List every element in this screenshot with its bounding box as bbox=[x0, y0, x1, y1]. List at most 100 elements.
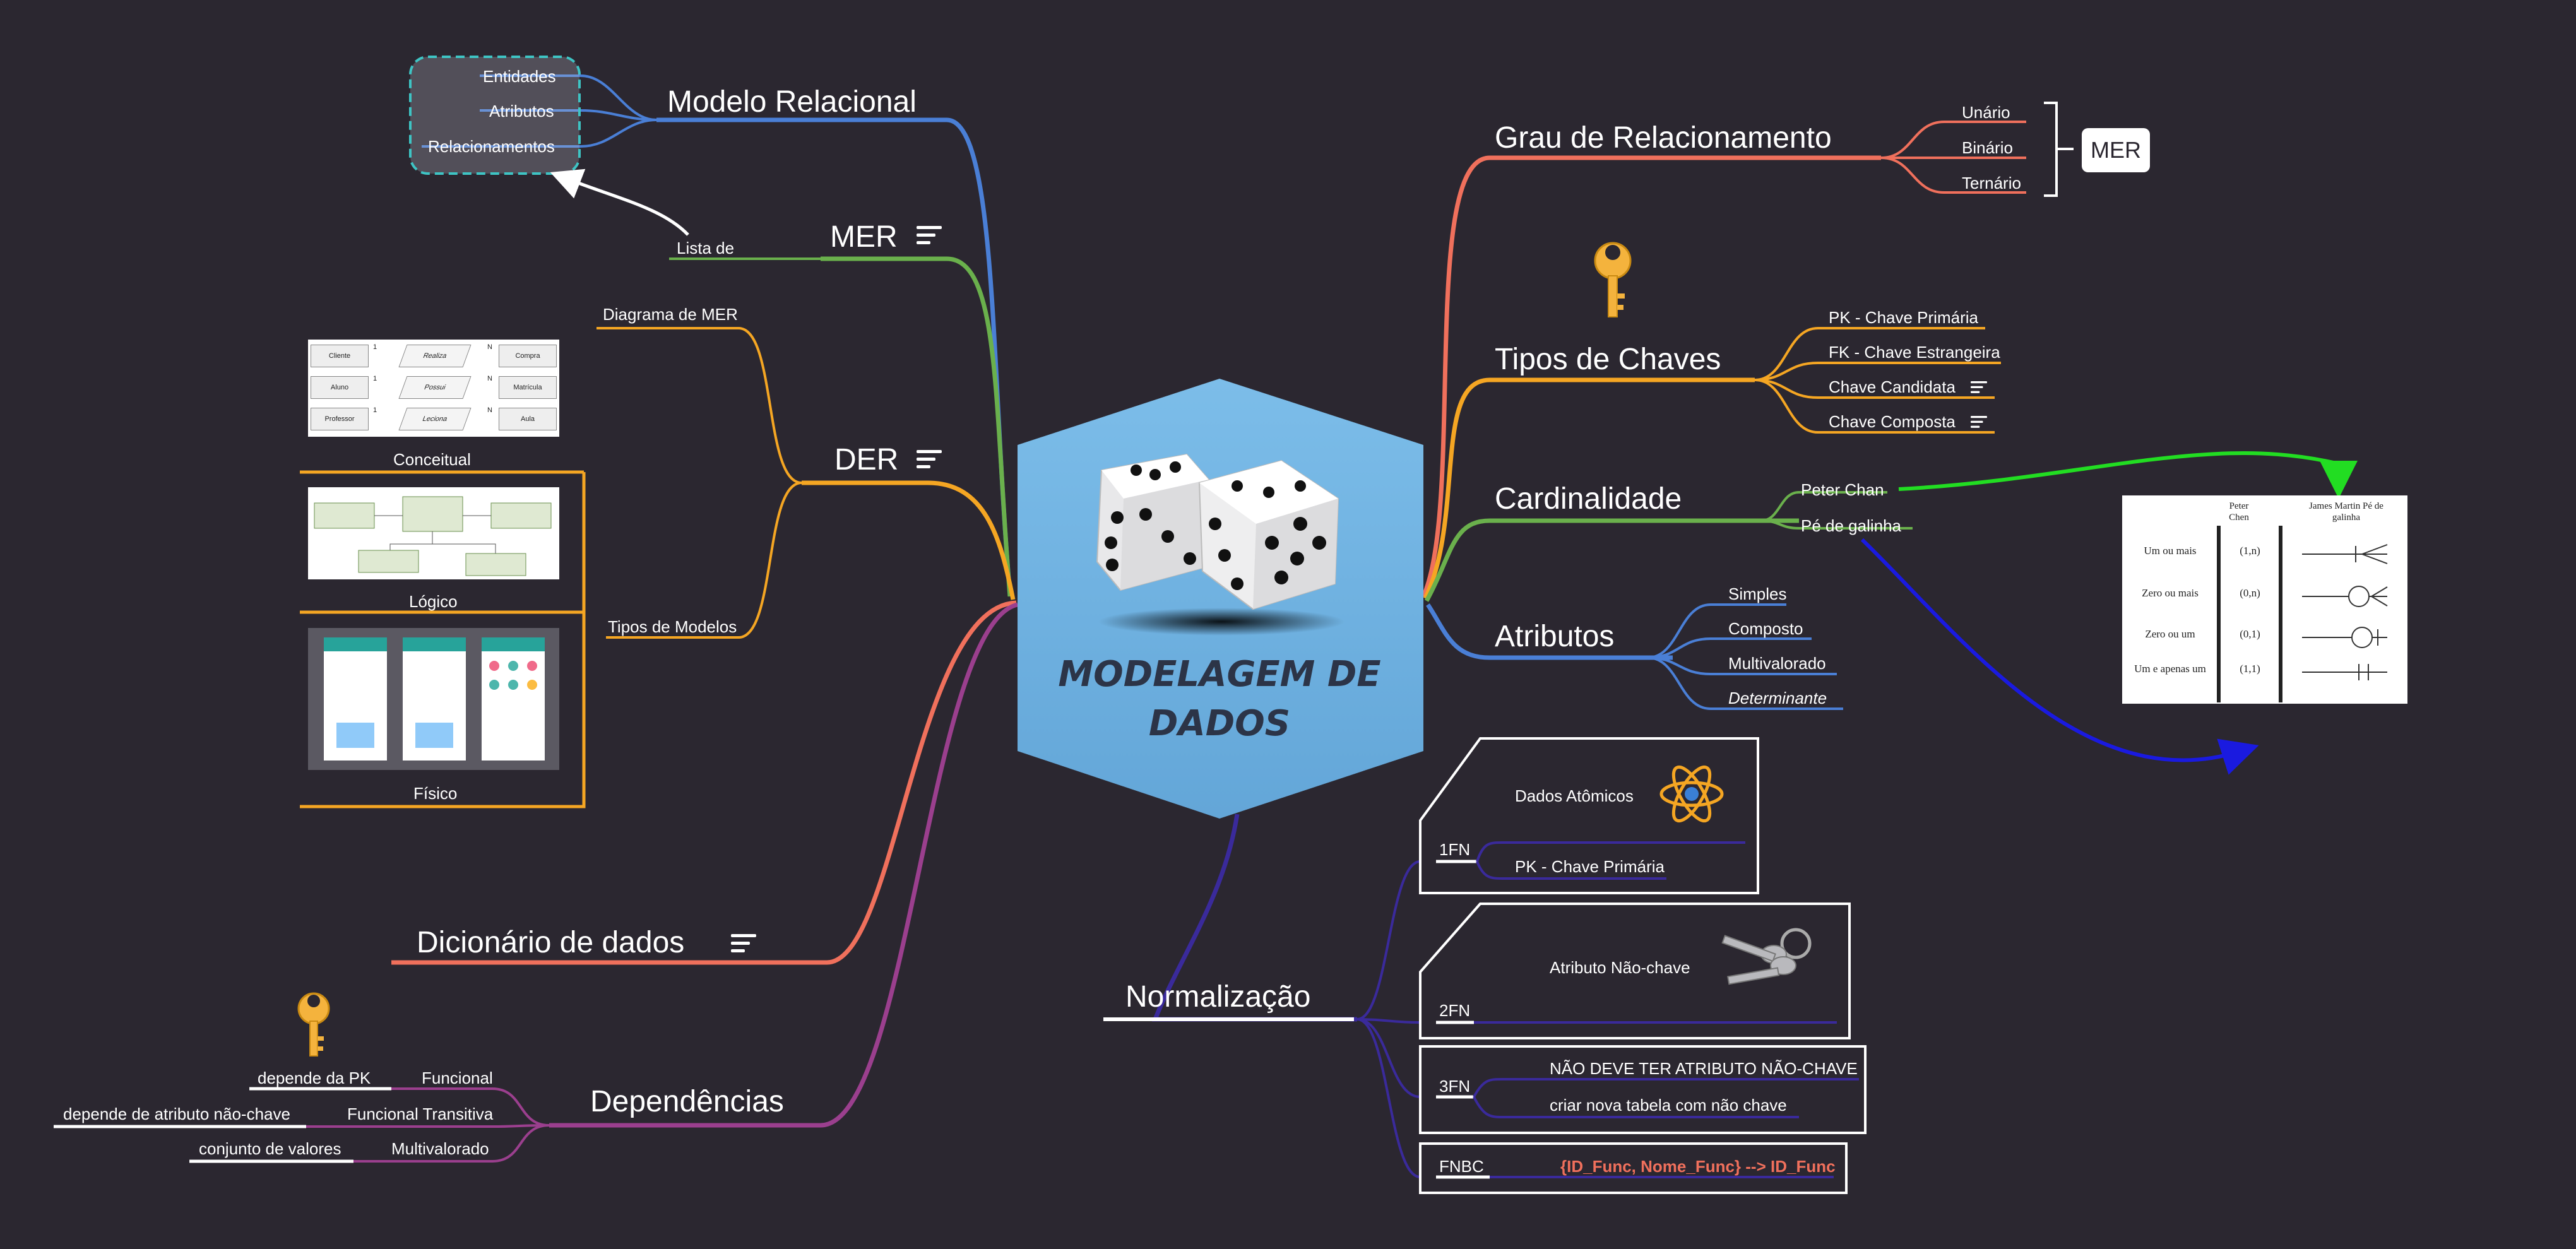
entity-box: Professor bbox=[311, 408, 369, 430]
topic-diagrama-mer[interactable]: Diagrama de MER bbox=[603, 305, 738, 324]
topic-funcional-transitiva[interactable]: Funcional Transitiva bbox=[347, 1104, 494, 1123]
der-conceitual-image: Cliente Realiza Compra 1 N Aluno Possui Matrícu… bbox=[308, 340, 559, 437]
topic-mer[interactable]: MER bbox=[830, 220, 898, 254]
topic-composta[interactable]: Chave Composta bbox=[1829, 412, 1956, 431]
table-row-value: (0,1) bbox=[2240, 628, 2260, 640]
topic-atributo-nao-chave[interactable]: Atributo Não-chave bbox=[1550, 958, 1690, 977]
entity-box: Matrícula bbox=[499, 376, 557, 399]
topic-dicionario[interactable]: Dicionário de dados bbox=[417, 926, 685, 959]
key-icon bbox=[1594, 242, 1632, 317]
topic-peter-chan[interactable]: Peter Chan bbox=[1801, 480, 1884, 499]
topic-nao-deve-ter[interactable]: NÃO DEVE TER ATRIBUTO NÃO-CHAVE bbox=[1550, 1059, 1858, 1078]
topic-unario[interactable]: Unário bbox=[1962, 103, 2010, 122]
atom-icon bbox=[1659, 765, 1724, 823]
branch-cardinalidade bbox=[1424, 518, 1799, 602]
topic-atributos-mr[interactable]: Atributos bbox=[489, 102, 554, 121]
branch-der bbox=[802, 480, 1016, 600]
table-row-value: (0,n) bbox=[2240, 587, 2260, 599]
central-hexagon bbox=[1018, 379, 1423, 819]
table-row-value: (1,1) bbox=[2240, 663, 2260, 675]
notes-icon[interactable] bbox=[1971, 416, 1987, 429]
der-logico-image bbox=[308, 487, 559, 579]
topic-fk[interactable]: FK - Chave Estrangeira bbox=[1829, 343, 2000, 362]
relationship-shape: Realiza bbox=[398, 345, 472, 367]
table-row-label: Um ou mais bbox=[2144, 545, 2197, 557]
topic-binario[interactable]: Binário bbox=[1962, 138, 2013, 157]
branch-grau bbox=[1421, 155, 1881, 598]
topic-normalizacao[interactable]: Normalização bbox=[1125, 980, 1311, 1014]
cardinality-label: N bbox=[487, 406, 492, 414]
table-row-label: Zero ou mais bbox=[2142, 587, 2199, 599]
tag-1fn[interactable]: 1FN bbox=[1439, 840, 1471, 859]
entity-box: Aula bbox=[499, 408, 557, 430]
model-label-logico: Lógico bbox=[409, 592, 458, 611]
table-row-label: Zero ou um bbox=[2145, 628, 2195, 640]
topic-pk[interactable]: PK - Chave Primária bbox=[1829, 308, 1978, 327]
topic-chaves[interactable]: Tipos de Chaves bbox=[1495, 343, 1721, 376]
topic-fnbc-rule[interactable]: {ID_Func, Nome_Func} --> ID_Func bbox=[1560, 1157, 1836, 1176]
fnbc-box bbox=[1419, 1142, 1848, 1194]
fn3-box bbox=[1419, 1045, 1867, 1134]
notes-icon[interactable] bbox=[731, 934, 756, 953]
notes-icon[interactable] bbox=[917, 450, 942, 469]
topic-dados-atomicos[interactable]: Dados Atômicos bbox=[1515, 786, 1634, 805]
topic-cardinalidade[interactable]: Cardinalidade bbox=[1495, 482, 1682, 516]
topic-criar-nova-tabela[interactable]: criar nova tabela com não chave bbox=[1550, 1096, 1787, 1115]
topic-modelo-relacional[interactable]: Modelo Relacional bbox=[667, 85, 917, 119]
topic-tipos-modelos[interactable]: Tipos de Modelos bbox=[608, 617, 737, 636]
callout-mer[interactable]: MER bbox=[2082, 128, 2150, 172]
branch-atributos bbox=[1426, 603, 1673, 660]
tag-fnbc[interactable]: FNBC bbox=[1439, 1157, 1484, 1176]
table-header-chen: Peter Chen bbox=[2229, 501, 2249, 523]
topic-pk-1fn[interactable]: PK - Chave Primária bbox=[1515, 857, 1665, 876]
central-title-line2: DADOS bbox=[1148, 703, 1291, 744]
topic-grau[interactable]: Grau de Relacionamento bbox=[1495, 121, 1832, 155]
central-title-line1: MODELAGEM DE bbox=[1058, 654, 1381, 695]
topic-ternario[interactable]: Ternário bbox=[1962, 174, 2021, 192]
cardinality-label: 1 bbox=[372, 343, 377, 351]
model-label-fisico: Físico bbox=[413, 784, 458, 803]
dice-icon bbox=[1096, 453, 1339, 610]
modelo-relacional-boundary bbox=[409, 56, 581, 175]
label-depende-nao-chave: depende de atributo não-chave bbox=[63, 1104, 290, 1123]
der-fisico-image bbox=[308, 628, 559, 770]
fn2-box bbox=[1419, 903, 1851, 1039]
topic-pe-galinha[interactable]: Pé de galinha bbox=[1801, 516, 1902, 535]
topic-atributos[interactable]: Atributos bbox=[1495, 620, 1615, 653]
label-conjunto-valores: conjunto de valores bbox=[199, 1139, 341, 1158]
branch-mer bbox=[821, 256, 1012, 597]
topic-simples[interactable]: Simples bbox=[1728, 584, 1787, 603]
topic-multivalorado[interactable]: Multivalorado bbox=[1728, 654, 1826, 673]
topic-composto[interactable]: Composto bbox=[1728, 619, 1803, 638]
topic-dependencias[interactable]: Dependências bbox=[590, 1085, 784, 1118]
topic-relacionamentos[interactable]: Relacionamentos bbox=[428, 137, 555, 156]
notes-icon[interactable] bbox=[917, 226, 942, 245]
branch-dependencias bbox=[549, 602, 1018, 1128]
cardinality-label: N bbox=[487, 375, 492, 382]
topic-entidades[interactable]: Entidades bbox=[483, 67, 556, 86]
keys-icon bbox=[1721, 928, 1812, 985]
topic-der[interactable]: DER bbox=[834, 443, 899, 477]
tag-2fn[interactable]: 2FN bbox=[1439, 1001, 1471, 1020]
entity-box: Compra bbox=[499, 345, 557, 367]
cardinality-label: 1 bbox=[372, 406, 377, 414]
relationship-shape: Leciona bbox=[398, 408, 472, 430]
branch-normalizacao bbox=[1151, 814, 1357, 1022]
table-row-label: Um e apenas um bbox=[2134, 663, 2206, 675]
topic-lista-de[interactable]: Lista de bbox=[677, 239, 735, 257]
model-label-conceitual: Conceitual bbox=[393, 450, 471, 469]
label-depende-pk: depende da PK bbox=[258, 1068, 371, 1087]
notes-icon[interactable] bbox=[1971, 381, 1987, 394]
tag-3fn[interactable]: 3FN bbox=[1439, 1077, 1471, 1096]
topic-funcional[interactable]: Funcional bbox=[422, 1068, 493, 1087]
table-header-martin: James Martin Pé de galinha bbox=[2309, 501, 2383, 523]
key-icon-dependencias bbox=[297, 992, 330, 1057]
branch-chaves bbox=[1423, 377, 1755, 600]
topic-determinante[interactable]: Determinante bbox=[1728, 689, 1827, 707]
cardinality-label: 1 bbox=[372, 375, 377, 382]
topic-candidata[interactable]: Chave Candidata bbox=[1829, 377, 1956, 396]
topic-multivalorado-dep[interactable]: Multivalorado bbox=[391, 1139, 489, 1158]
central-topic[interactable]: MODELAGEM DE DADOS bbox=[1018, 650, 1422, 749]
